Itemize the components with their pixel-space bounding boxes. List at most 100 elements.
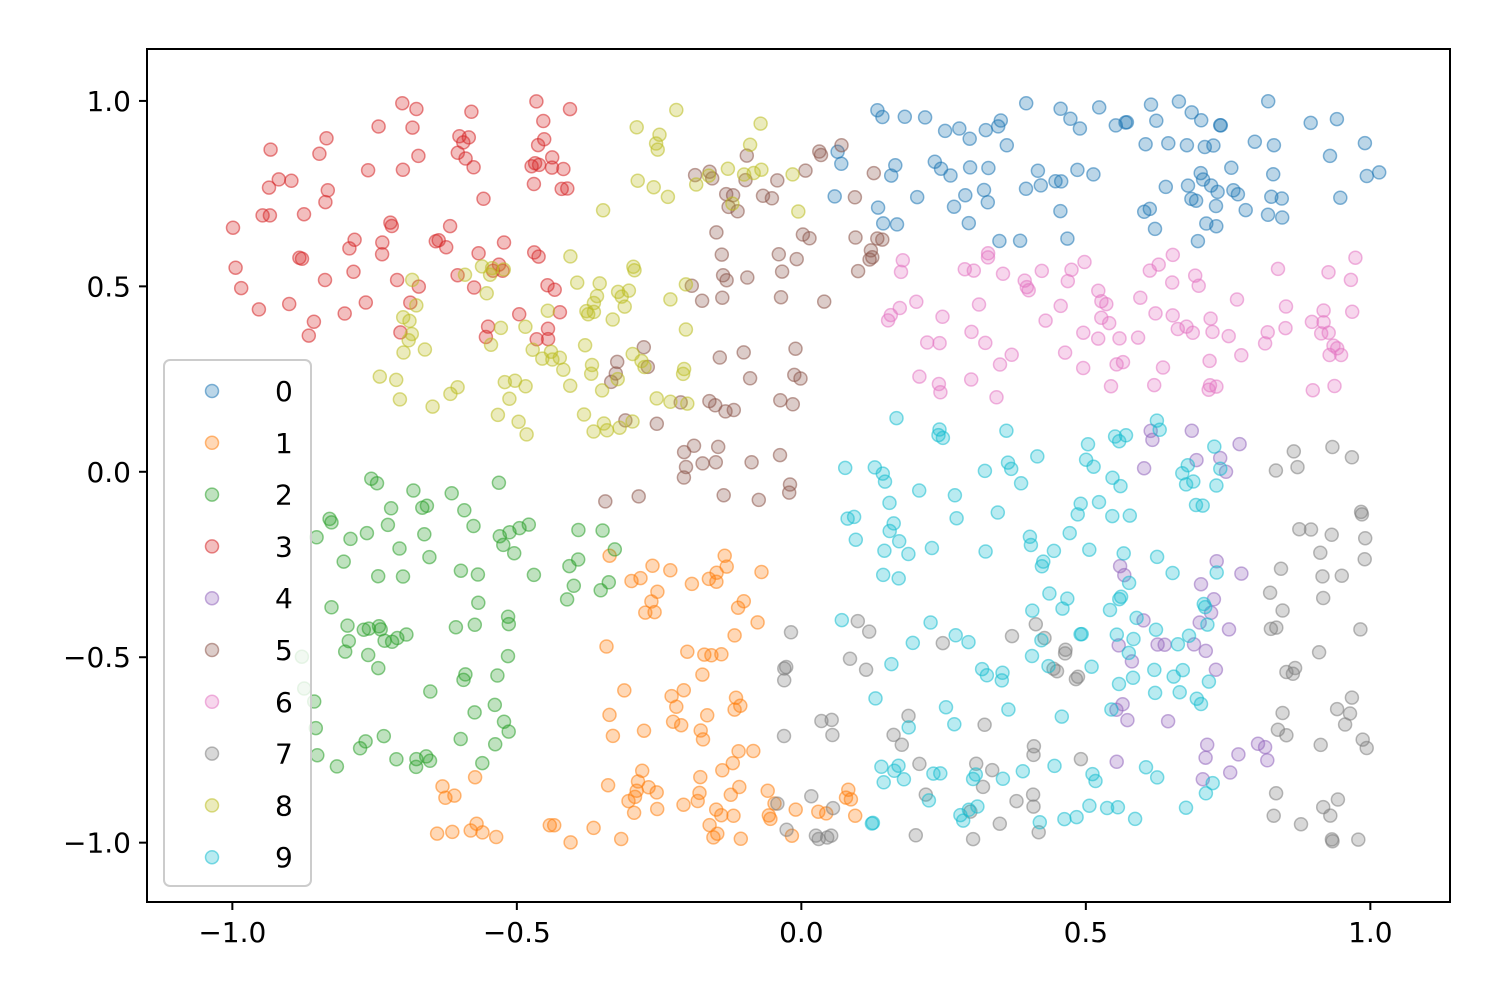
point-series-2	[324, 600, 339, 615]
point-series-6	[1112, 331, 1127, 346]
point-series-2	[352, 741, 368, 756]
point-series-9	[891, 534, 907, 549]
point-series-0	[834, 156, 849, 172]
point-series-2	[453, 563, 469, 578]
point-series-3	[342, 241, 357, 256]
point-series-3	[294, 251, 310, 267]
point-series-2	[419, 498, 435, 514]
point-series-6	[1278, 299, 1294, 314]
legend-marker	[204, 383, 220, 399]
point-series-1	[613, 831, 629, 847]
point-series-5	[798, 163, 813, 178]
point-series-4	[1198, 750, 1213, 765]
point-series-2	[336, 554, 351, 569]
point-series-3	[552, 304, 568, 320]
point-series-6	[1305, 382, 1321, 398]
point-series-2	[406, 483, 421, 498]
point-series-5	[678, 459, 694, 475]
point-series-2	[376, 728, 392, 744]
point-series-6	[1205, 324, 1220, 340]
point-series-9	[848, 532, 864, 547]
point-series-8	[584, 357, 600, 373]
point-series-7	[842, 651, 858, 667]
point-series-7	[912, 756, 927, 772]
point-series-2	[487, 697, 503, 713]
point-series-0	[943, 168, 958, 183]
point-series-8	[483, 337, 499, 353]
point-series-6	[980, 250, 996, 265]
point-series-9	[891, 758, 906, 773]
point-series-0	[990, 119, 1006, 134]
point-series-1	[673, 717, 689, 733]
point-series-6	[1229, 292, 1245, 307]
point-series-7	[1025, 787, 1041, 802]
point-series-8	[592, 276, 607, 291]
point-series-0	[1048, 173, 1063, 189]
point-series-5	[802, 231, 817, 246]
point-series-7	[1009, 793, 1024, 809]
point-series-9	[1147, 685, 1163, 701]
point-series-1	[542, 817, 558, 833]
point-series-5	[764, 191, 780, 206]
point-series-7	[1353, 622, 1368, 637]
point-series-4	[1222, 765, 1238, 780]
point-series-9	[921, 793, 937, 808]
legend-label: 8	[275, 789, 293, 822]
point-series-2	[571, 522, 586, 538]
point-series-5	[631, 489, 646, 504]
point-series-6	[1038, 313, 1053, 328]
point-series-7	[901, 708, 916, 724]
point-series-3	[255, 208, 270, 223]
point-series-8	[725, 196, 740, 211]
point-series-1	[546, 817, 562, 833]
point-series-7	[1026, 739, 1042, 754]
point-series-4	[1184, 423, 1200, 439]
point-series-6	[1101, 315, 1117, 331]
point-series-0	[1158, 179, 1174, 195]
point-series-7	[825, 800, 841, 816]
point-series-7	[814, 713, 829, 729]
point-series-7	[935, 635, 951, 651]
point-series-0	[1180, 178, 1196, 193]
point-series-8	[630, 173, 645, 188]
point-series-1	[728, 690, 744, 705]
point-series-3	[375, 235, 390, 250]
point-series-2	[361, 621, 377, 636]
point-series-9	[1091, 494, 1107, 510]
point-series-6	[1234, 348, 1249, 363]
point-series-7	[1357, 530, 1373, 546]
axes-frame	[146, 48, 1451, 903]
point-series-8	[586, 424, 601, 439]
point-series-3	[233, 280, 249, 296]
point-series-5	[781, 485, 797, 500]
point-series-7	[804, 788, 819, 804]
point-series-7	[1073, 751, 1089, 767]
point-series-0	[1070, 162, 1085, 178]
point-series-0	[961, 215, 977, 231]
point-series-1	[602, 707, 617, 723]
point-series-9	[891, 571, 906, 586]
point-series-3	[371, 119, 386, 134]
point-series-8	[680, 396, 695, 411]
point-series-2	[491, 475, 507, 490]
point-series-3	[461, 130, 477, 145]
point-series-2	[337, 644, 353, 659]
point-series-7	[1344, 690, 1360, 705]
point-series-9	[995, 771, 1011, 787]
point-series-8	[519, 427, 534, 442]
point-series-1	[699, 708, 715, 723]
point-series-7	[1329, 701, 1345, 717]
point-series-3	[281, 296, 297, 312]
point-series-9	[1152, 422, 1167, 438]
point-series-1	[617, 683, 632, 698]
point-series-9	[1181, 628, 1197, 644]
point-series-1	[746, 743, 761, 759]
point-series-3	[431, 233, 446, 248]
point-series-7	[886, 727, 901, 743]
point-series-9	[875, 466, 891, 481]
point-series-3	[544, 150, 560, 165]
point-series-4	[1124, 654, 1140, 669]
point-series-2	[324, 515, 339, 530]
point-series-2	[310, 747, 325, 763]
